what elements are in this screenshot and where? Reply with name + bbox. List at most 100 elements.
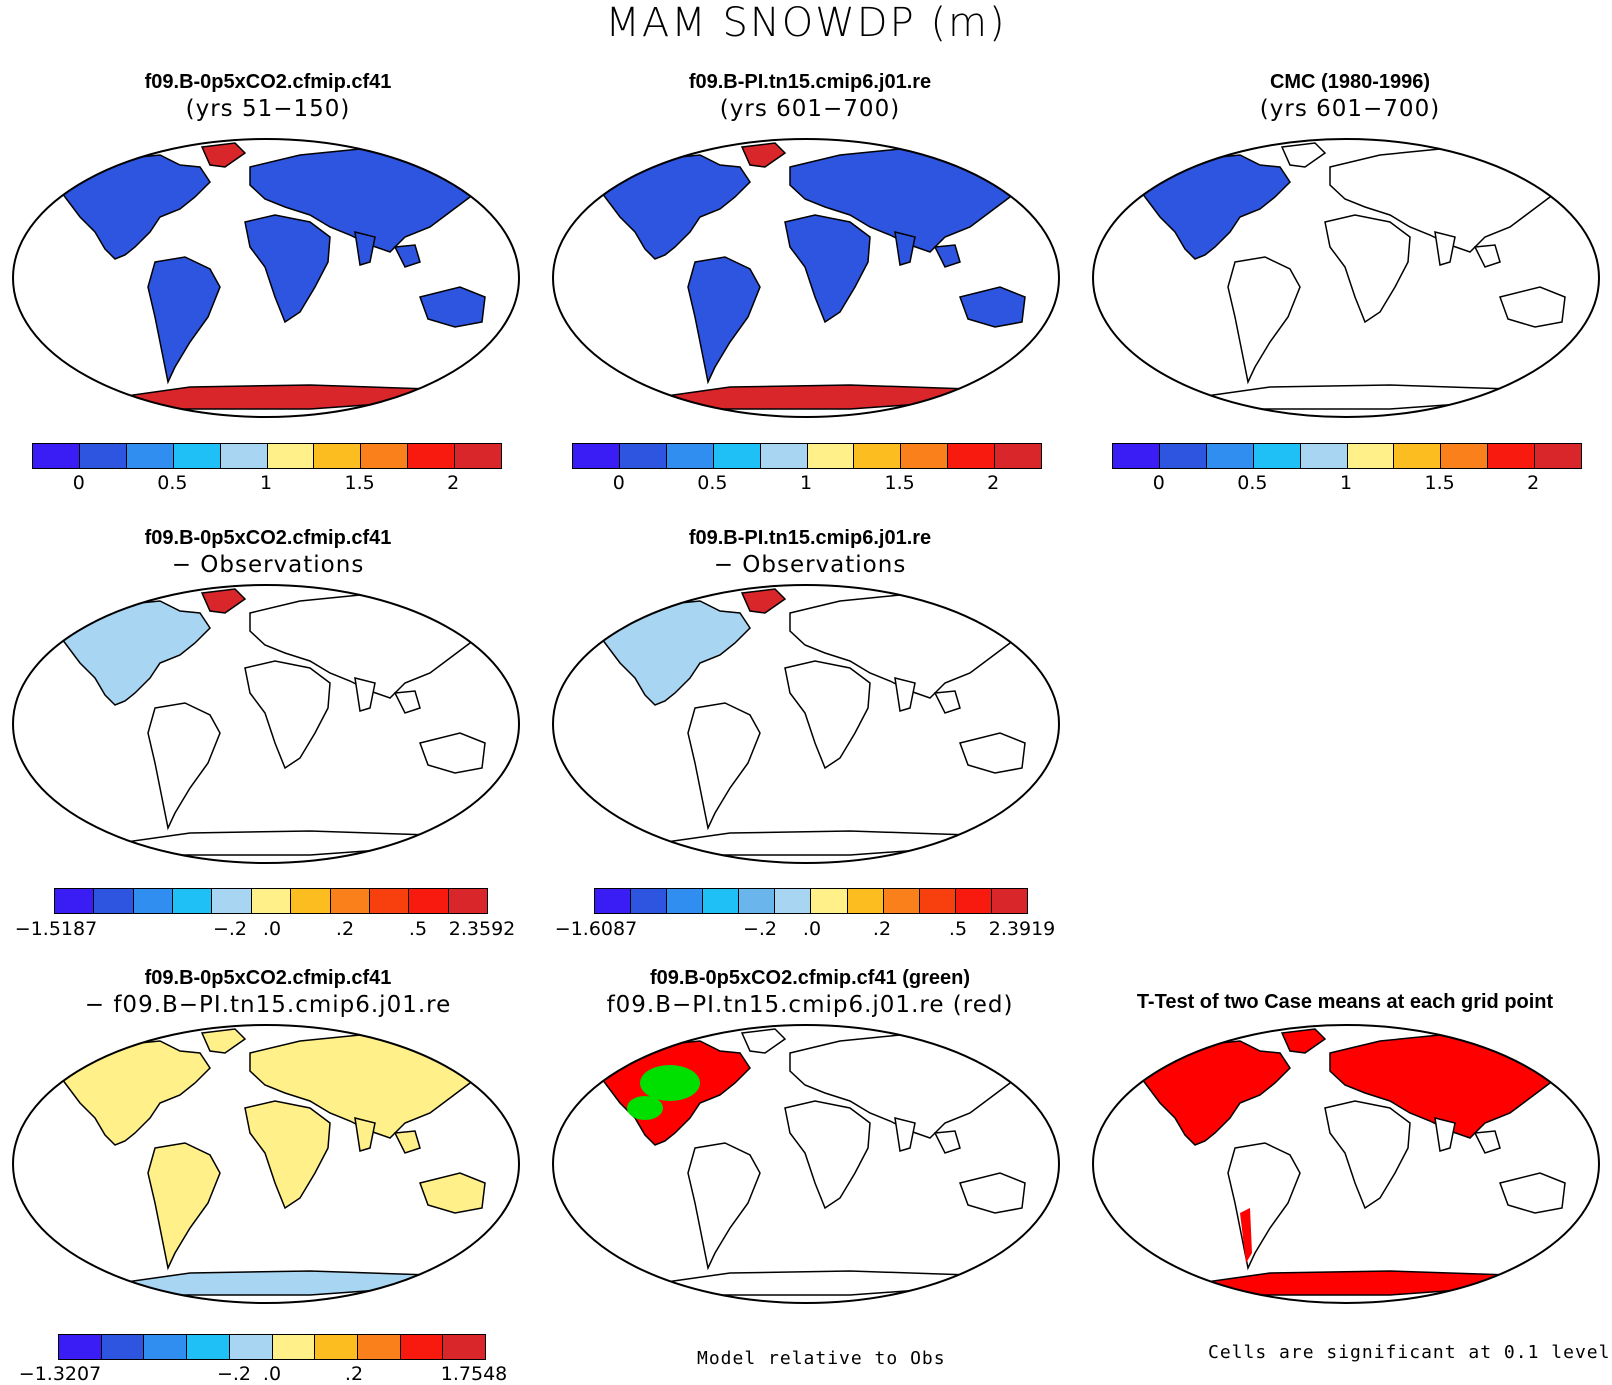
continent-greenland [200,1028,247,1054]
colorbar-swatch [1253,444,1301,468]
continent-australia [419,732,486,774]
colorbar-tick-label: .0 [262,1363,282,1385]
continent-northAmerica [48,154,211,260]
continent-greenland [1280,1028,1327,1054]
continent-india [894,1116,916,1152]
continent-australia [419,1172,486,1214]
continent-greenland [1280,142,1327,168]
panel-8-header: f09.B-0p5xCO2.cfmip.cf41 (green) f09.B−P… [560,966,1060,1020]
colorbar-swatch [144,1335,188,1359]
colorbar-tick-label: 0.5 [697,472,728,494]
sig-region-andes [1240,1208,1252,1263]
colorbar-swatch [760,444,808,468]
colorbar-tick-label: .0 [262,918,282,940]
colorbar-tick-label: 2 [447,472,460,494]
continent-seAsia [393,1130,421,1154]
continent-india [894,676,916,712]
colorbar-tick-label: −1.6087 [554,918,638,940]
colorbar-panel-7 [58,1334,486,1360]
panel-title: f09.B-PI.tn15.cmip6.j01.re [688,527,932,549]
land-layer [48,142,491,410]
colorbar-swatch [775,889,812,913]
colorbar-swatch [1159,444,1207,468]
land-layer [1128,1028,1571,1296]
colorbar-swatch [807,444,855,468]
continent-seAsia [393,244,421,268]
colorbar-tick-label: .0 [802,918,822,940]
map-panel-4 [12,584,520,864]
colorbar-tick-label: 0 [72,472,85,494]
continent-seAsia [933,690,961,714]
panel-title: f09.B-0p5xCO2.cfmip.cf41 [144,71,392,93]
colorbar-swatch [455,444,502,468]
globe-outline [1092,1024,1600,1304]
colorbar-swatch [1441,444,1489,468]
continent-seAsia [933,1130,961,1154]
continent-southAmerica [147,702,221,831]
continent-africa [1324,214,1411,324]
continent-northAmerica [48,1040,211,1146]
colorbar-tick-label: 2.3592 [448,918,516,940]
colorbar-panel-3 [1112,443,1582,469]
colorbar-tick-label: 0.5 [157,472,188,494]
colorbar-tick-label: −.2 [742,918,778,940]
colorbar-panel-2 [572,443,1042,469]
colorbar-swatch [291,889,331,913]
colorbar-swatch [408,444,456,468]
continent-australia [959,286,1026,328]
colorbar-tick-label: 1 [799,472,813,494]
continent-seAsia [393,690,421,714]
panel-subtitle: (yrs 601−700) [719,96,901,122]
colorbar-swatch [991,889,1027,913]
continent-australia [959,732,1026,774]
continent-northAmerica [48,600,211,706]
colorbar-swatch [1206,444,1254,468]
continent-seAsia [933,244,961,268]
land-layer [1128,142,1571,410]
colorbar-swatch [703,889,740,913]
panel-2-header: f09.B-PI.tn15.cmip6.j01.re (yrs 601−700) [560,70,1060,124]
colorbar-tick-label: 0 [612,472,625,494]
panel-7-header: f09.B-0p5xCO2.cfmip.cf41 − f09.B−PI.tn15… [18,966,518,1020]
continent-southAmerica [687,256,761,385]
panel-title: f09.B-0p5xCO2.cfmip.cf41 [144,527,392,549]
colorbar-tick-label: 0.5 [1237,472,1268,494]
colorbar-tick-label: 1.5 [884,472,915,494]
globe-outline [552,138,1060,418]
colorbar-swatch [173,444,221,468]
panel-subtitle: (yrs 601−700) [1259,96,1441,122]
continent-southAmerica [1227,1142,1301,1271]
colorbar-swatch [173,889,213,913]
continent-greenland [740,588,787,614]
colorbar-panel-4 [54,888,488,914]
colorbar-swatch [330,889,370,913]
colorbar-tick-label: .2 [872,918,892,940]
continent-australia [1499,1172,1566,1214]
colorbar-swatch [357,1335,401,1359]
colorbar-swatch [1113,444,1160,468]
panel-subtitle: − f09.B−PI.tn15.cmip6.j01.re [84,992,452,1018]
colorbar-swatch [1394,444,1442,468]
colorbar-panel-5 [594,888,1028,914]
colorbar-tick-label: 1.5 [344,472,375,494]
colorbar-swatch [409,889,449,913]
colorbar-swatch [94,889,134,913]
colorbar-swatch [666,444,714,468]
continent-india [354,1116,376,1152]
colorbar-swatch [33,444,80,468]
colorbar-swatch [573,444,620,468]
colorbar-swatch [79,444,127,468]
colorbar-swatch [443,1335,486,1359]
model-relative-note: Model relative to Obs [697,1348,946,1369]
colorbar-tick-label: .5 [408,918,428,940]
globe-outline [12,584,520,864]
continent-africa [784,214,871,324]
colorbar-swatch [919,889,956,913]
panel-title: CMC (1980-1996) [1269,71,1431,93]
panel-title: T-Test of two Case means at each grid po… [1136,991,1554,1013]
continent-southAmerica [147,256,221,385]
colorbar-tick-label: 1.5 [1424,472,1455,494]
colorbar-swatch [811,889,848,913]
continent-seAsia [1473,1130,1501,1154]
colorbar-swatch [883,889,920,913]
